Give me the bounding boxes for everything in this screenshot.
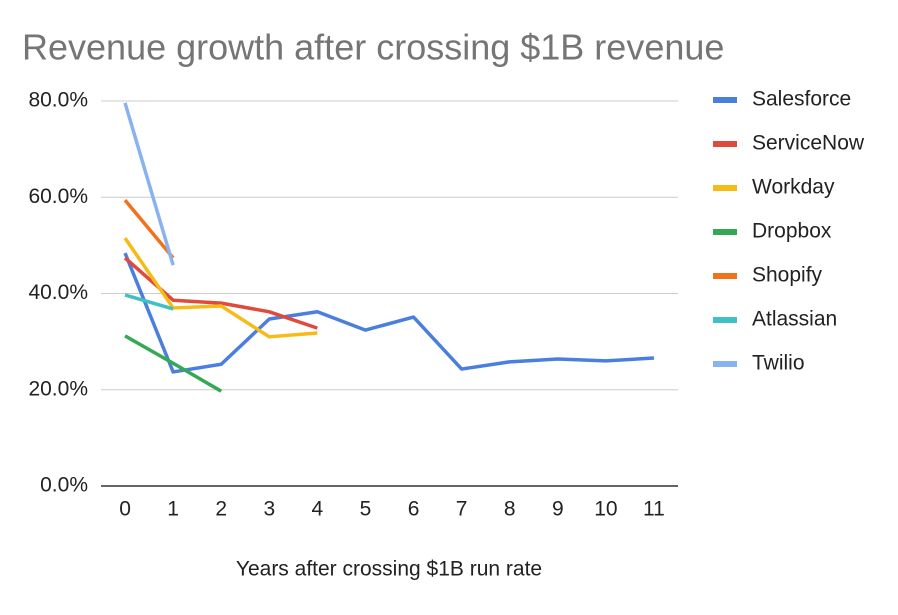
legend-label: Dropbox [752, 220, 832, 243]
x-tick-label: 6 [408, 498, 420, 521]
series-line [124, 293, 174, 311]
series-line [124, 334, 223, 393]
series-line [123, 102, 175, 266]
x-tick-label: 4 [312, 498, 324, 521]
y-tick-label: 60.0% [28, 185, 88, 208]
legend-swatch [713, 361, 737, 367]
y-tick-label: 80.0% [28, 89, 88, 112]
chart-title: Revenue growth after crossing $1B revenu… [22, 27, 724, 68]
x-axis-label: Years after crossing $1B run rate [236, 558, 542, 581]
x-tick-label: 0 [119, 498, 131, 521]
x-tick-label: 1 [167, 498, 179, 521]
legend-swatch [713, 97, 737, 103]
series-line [123, 199, 175, 260]
y-tick-label: 20.0% [28, 377, 88, 400]
legend-swatch [713, 185, 737, 191]
x-tick-label: 3 [263, 498, 275, 521]
series-line [123, 252, 655, 374]
x-tick-label: 11 [643, 498, 665, 521]
x-tick-label: 2 [215, 498, 227, 521]
legend-label: Salesforce [752, 88, 851, 111]
x-tick-label: 7 [456, 498, 468, 521]
legend-label: Atlassian [752, 308, 837, 331]
legend-label: Workday [752, 176, 835, 199]
y-tick-label: 0.0% [40, 474, 88, 497]
legend-label: Twilio [752, 352, 805, 375]
x-tick-label: 10 [594, 498, 617, 521]
legend-swatch [713, 273, 737, 279]
legend-label: ServiceNow [752, 132, 865, 155]
x-tick-label: 8 [504, 498, 516, 521]
legend-swatch [713, 141, 737, 147]
series-line [123, 237, 318, 339]
legend-swatch [713, 317, 737, 323]
legend-label: Shopify [752, 264, 823, 287]
legend-swatch [713, 229, 737, 235]
x-tick-label: 5 [360, 498, 372, 521]
x-tick-label: 9 [552, 498, 564, 521]
y-tick-label: 40.0% [28, 281, 88, 304]
